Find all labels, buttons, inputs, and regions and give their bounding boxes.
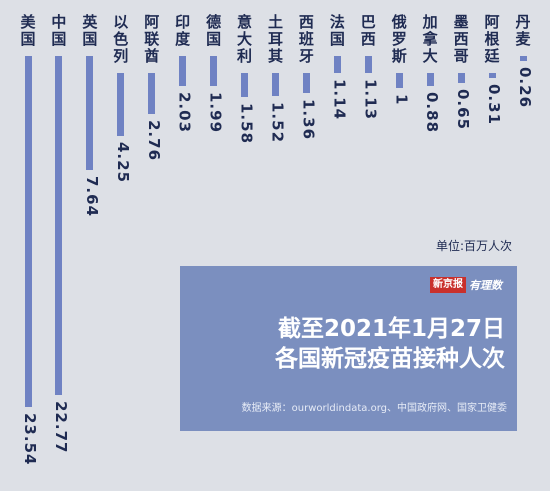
- bar: [179, 56, 187, 87]
- bar: [519, 56, 527, 61]
- value-label: 1.14: [330, 78, 349, 120]
- country-label: 俄罗斯: [391, 13, 407, 65]
- bar: [272, 73, 279, 96]
- country-label: 加拿大: [422, 13, 438, 65]
- value-label: 2.76: [144, 120, 163, 162]
- country-label: 阿根廷: [484, 13, 500, 65]
- publisher-logo: 新京报 有理数: [430, 276, 502, 294]
- bar: [55, 56, 63, 396]
- value-label: 22.77: [51, 401, 70, 454]
- country-label: 以色列: [113, 13, 129, 65]
- data-source: 数据来源：ourworldindata.org、中国政府网、国家卫健委: [241, 403, 507, 414]
- value-label: 1.52: [268, 101, 287, 143]
- bar: [395, 73, 403, 88]
- value-label: 0.31: [485, 84, 504, 126]
- value-label: 1.13: [361, 78, 380, 120]
- bar: [148, 73, 156, 115]
- chart-title-line2: 各国新冠疫苗接种人次: [275, 346, 505, 372]
- value-label: 0.26: [516, 67, 534, 109]
- bar: [241, 73, 249, 97]
- value-label: 1.99: [206, 91, 225, 133]
- value-label: 1.36: [299, 99, 318, 141]
- country-label: 土耳其: [267, 13, 283, 65]
- bar: [302, 73, 310, 94]
- logo-brand: 新京报: [430, 277, 466, 293]
- country-label: 巴西: [360, 13, 376, 48]
- bar: [333, 56, 341, 73]
- country-label: 中国: [51, 13, 67, 48]
- country-label: 墨西哥: [453, 13, 469, 65]
- title-panel: 新京报 有理数 截至2021年1月27日 各国新冠疫苗接种人次 数据来源：our…: [180, 266, 517, 431]
- value-label: 1.58: [237, 102, 256, 144]
- value-label: 0.88: [423, 92, 442, 134]
- value-label: 2.03: [175, 92, 194, 134]
- unit-label: 单位:百万人次: [436, 239, 513, 253]
- bar: [86, 56, 94, 170]
- bar: [210, 56, 218, 86]
- chart-title-line1: 截至2021年1月27日: [277, 316, 505, 342]
- value-label: 23.54: [21, 412, 39, 466]
- country-label: 阿联酋: [144, 13, 160, 65]
- value-label: 1: [392, 93, 411, 106]
- country-label: 意大利: [237, 13, 253, 65]
- country-label: 法国: [329, 13, 345, 48]
- country-label: 德国: [206, 13, 222, 48]
- country-label: 印度: [175, 13, 191, 48]
- value-label: 0.65: [454, 88, 473, 130]
- value-label: 4.25: [113, 142, 132, 184]
- bar: [117, 73, 125, 137]
- country-label: 丹麦: [515, 13, 531, 48]
- bar: [457, 73, 465, 83]
- country-label: 美国: [20, 13, 36, 48]
- country-label: 西班牙: [298, 13, 314, 65]
- bar: [488, 73, 496, 78]
- logo-sub: 有理数: [469, 279, 502, 292]
- bar: [364, 56, 372, 73]
- bar: [24, 56, 32, 407]
- country-label: 英国: [82, 13, 98, 48]
- bar: [426, 73, 434, 87]
- value-label: 7.64: [82, 175, 101, 217]
